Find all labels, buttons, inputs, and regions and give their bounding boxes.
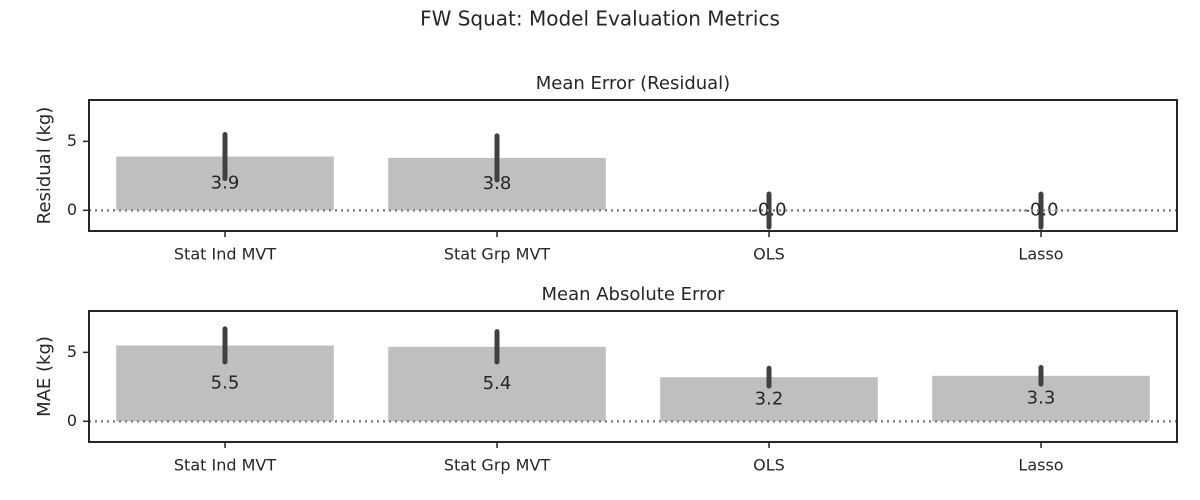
subplot-title: Mean Absolute Error [541, 284, 725, 305]
y-axis-label: Residual (kg) [34, 107, 55, 225]
value-label: -0.0 [1023, 200, 1058, 221]
y-tick-label: 0 [67, 200, 77, 219]
y-tick-label: 5 [67, 342, 77, 361]
figure-title: FW Squat: Model Evaluation Metrics [420, 7, 780, 31]
x-tick-label: Stat Ind MVT [174, 245, 276, 264]
value-label: 5.4 [483, 373, 512, 394]
y-axis-label: MAE (kg) [34, 336, 55, 417]
axes-frame [88, 99, 1178, 232]
x-tick-label: OLS [753, 245, 785, 264]
y-tick-label: 0 [67, 411, 77, 430]
x-tick-label: OLS [753, 456, 785, 475]
x-tick-label: Stat Grp MVT [444, 456, 551, 475]
value-label: 3.2 [755, 388, 784, 409]
value-label: 3.8 [483, 173, 512, 194]
axes-frame [88, 310, 1178, 443]
value-label: 5.5 [211, 372, 240, 393]
x-tick-label: Lasso [1018, 456, 1063, 475]
x-tick-label: Lasso [1018, 245, 1063, 264]
value-label: 3.3 [1027, 388, 1056, 409]
x-tick-label: Stat Ind MVT [174, 456, 276, 475]
value-label: 3.9 [211, 172, 240, 193]
x-tick-label: Stat Grp MVT [444, 245, 551, 264]
subplot-title: Mean Error (Residual) [536, 73, 730, 94]
y-tick-label: 5 [67, 131, 77, 150]
